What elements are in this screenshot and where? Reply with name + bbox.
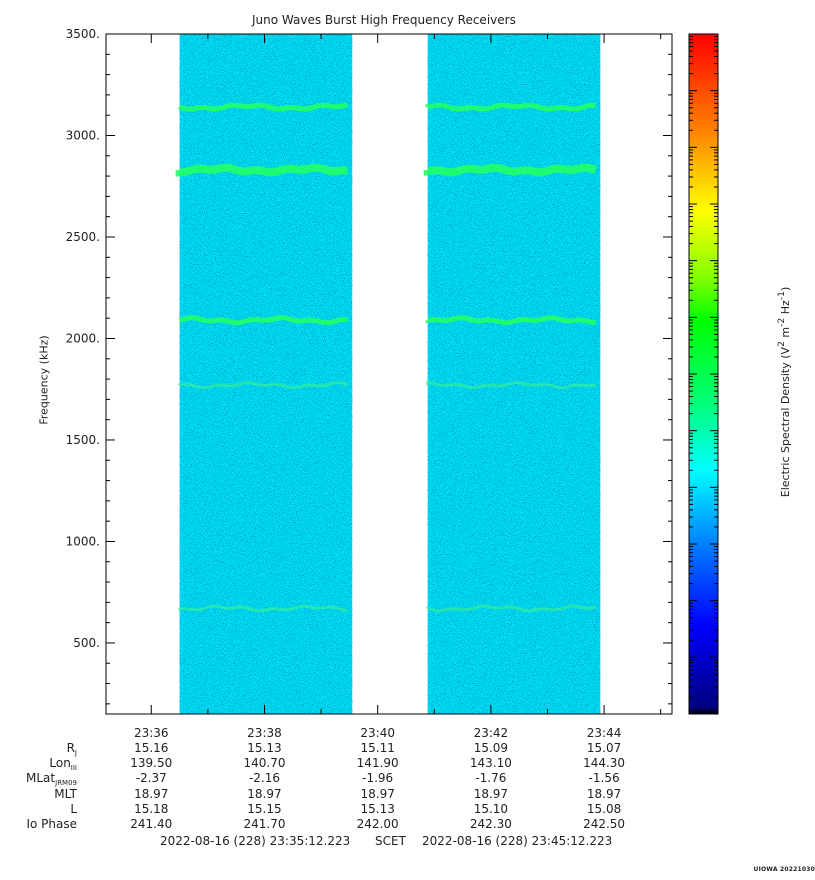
colorbar-label: Electric Spectral Density (V2 m-2 Hz-1) xyxy=(776,286,792,498)
ephemeris-mlt-value: 18.97 xyxy=(473,787,509,801)
mlt-label: MLT xyxy=(54,787,77,801)
ephemeris-time-value: 23:44 xyxy=(586,726,622,740)
y-axis: 500. 1000. 1500. 2000. 2500. 3000. 3500. xyxy=(66,27,672,705)
footer-end-time: 2022-08-16 (228) 23:45:12.223 xyxy=(422,834,613,848)
colorbar-ticks: 10-410-610-810-1010-1210-14 xyxy=(689,33,718,715)
emission-band-1-0 xyxy=(175,163,348,177)
ephemeris-rj-value: 15.13 xyxy=(247,741,282,755)
ephemeris-l-value: 15.13 xyxy=(360,802,395,816)
y-tick-label: 1500. xyxy=(66,433,100,447)
y-tick-label: 1000. xyxy=(66,534,100,548)
ephemeris-time-value: 23:36 xyxy=(133,726,169,740)
x-axis xyxy=(150,34,662,714)
emission-band-0-0 xyxy=(177,102,349,112)
ephemeris-io-value: 242.00 xyxy=(356,817,399,831)
emission-band-3-1 xyxy=(426,380,596,390)
y-tick-label: 2000. xyxy=(66,331,100,345)
y-tick-label: 3000. xyxy=(66,128,100,142)
ephemeris-time-value: 23:38 xyxy=(247,726,282,740)
emission-band-0-1 xyxy=(425,102,596,112)
ephemeris-time-value: 23:40 xyxy=(360,726,395,740)
footer-frame: SCET xyxy=(375,834,406,848)
y-tick-label: 3500. xyxy=(66,27,100,41)
ephemeris-l-value: 15.18 xyxy=(134,802,169,816)
chart-title: Juno Waves Burst High Frequency Receiver… xyxy=(252,13,516,27)
emission-band-2-0 xyxy=(178,314,348,326)
ephemeris-lon-value: 143.10 xyxy=(469,756,512,770)
ephemeris-mlat-value: -2.16 xyxy=(248,771,280,785)
emission-band-4-0 xyxy=(178,604,348,613)
ephemeris-rj-value: 15.09 xyxy=(473,741,509,755)
y-tick-label: 2500. xyxy=(66,230,100,244)
y-axis-label: Frequency (kHz) xyxy=(37,335,51,425)
ephemeris-mlt-value: 18.97 xyxy=(360,787,395,801)
ephemeris-mlat-value: -1.96 xyxy=(362,771,394,785)
ephemeris-mlat-value: -1.76 xyxy=(475,771,507,785)
io-phase-label: Io Phase xyxy=(26,817,77,831)
l-label: L xyxy=(70,802,77,816)
emission-band-1-1 xyxy=(423,163,597,177)
ephemeris-lon-value: 139.50 xyxy=(130,756,173,770)
emission-bands xyxy=(175,102,597,613)
ephemeris-rj-value: 15.16 xyxy=(134,741,169,755)
ephemeris-io-value: 241.70 xyxy=(243,817,286,831)
ephemeris-mlt-value: 18.97 xyxy=(247,787,282,801)
ephemeris-l-value: 15.10 xyxy=(473,802,509,816)
rj-label: RJ xyxy=(66,741,77,757)
ephemeris-mlt-value: 18.97 xyxy=(134,787,169,801)
ephemeris-rj-value: 15.11 xyxy=(360,741,395,755)
ephemeris-lon-value: 140.70 xyxy=(243,756,286,770)
credit-label: UIOWA 20221030 xyxy=(753,866,815,873)
ephemeris-io-value: 241.40 xyxy=(130,817,173,831)
emission-band-4-1 xyxy=(426,604,596,613)
ephemeris-l-value: 15.15 xyxy=(247,802,282,816)
ephemeris-io-value: 242.30 xyxy=(469,817,512,831)
ephemeris-lon-value: 144.30 xyxy=(583,756,626,770)
y-tick-label: 500. xyxy=(73,636,100,650)
ephemeris-rj-value: 15.07 xyxy=(586,741,622,755)
ephemeris-l-value: 15.08 xyxy=(586,802,622,816)
emission-band-3-0 xyxy=(178,381,348,390)
plot-frame xyxy=(105,33,673,715)
ephemeris-mlat-value: -2.37 xyxy=(135,771,167,785)
data-block-noise-0 xyxy=(179,34,353,714)
emission-band-2-1 xyxy=(425,315,597,326)
footer-start-time: 2022-08-16 (228) 23:35:12.223 xyxy=(160,834,351,848)
data-block-noise-1 xyxy=(427,34,601,714)
ephemeris-mlt-value: 18.97 xyxy=(586,787,622,801)
ephemeris-lon-value: 141.90 xyxy=(356,756,399,770)
mlat-label: MLatJRM09 xyxy=(26,771,77,787)
data-blocks xyxy=(179,34,601,714)
ephemeris-io-value: 242.50 xyxy=(583,817,626,831)
ephemeris-time-value: 23:42 xyxy=(473,726,509,740)
lon-label: LonIII xyxy=(49,756,77,772)
ephemeris-mlat-value: -1.56 xyxy=(588,771,620,785)
